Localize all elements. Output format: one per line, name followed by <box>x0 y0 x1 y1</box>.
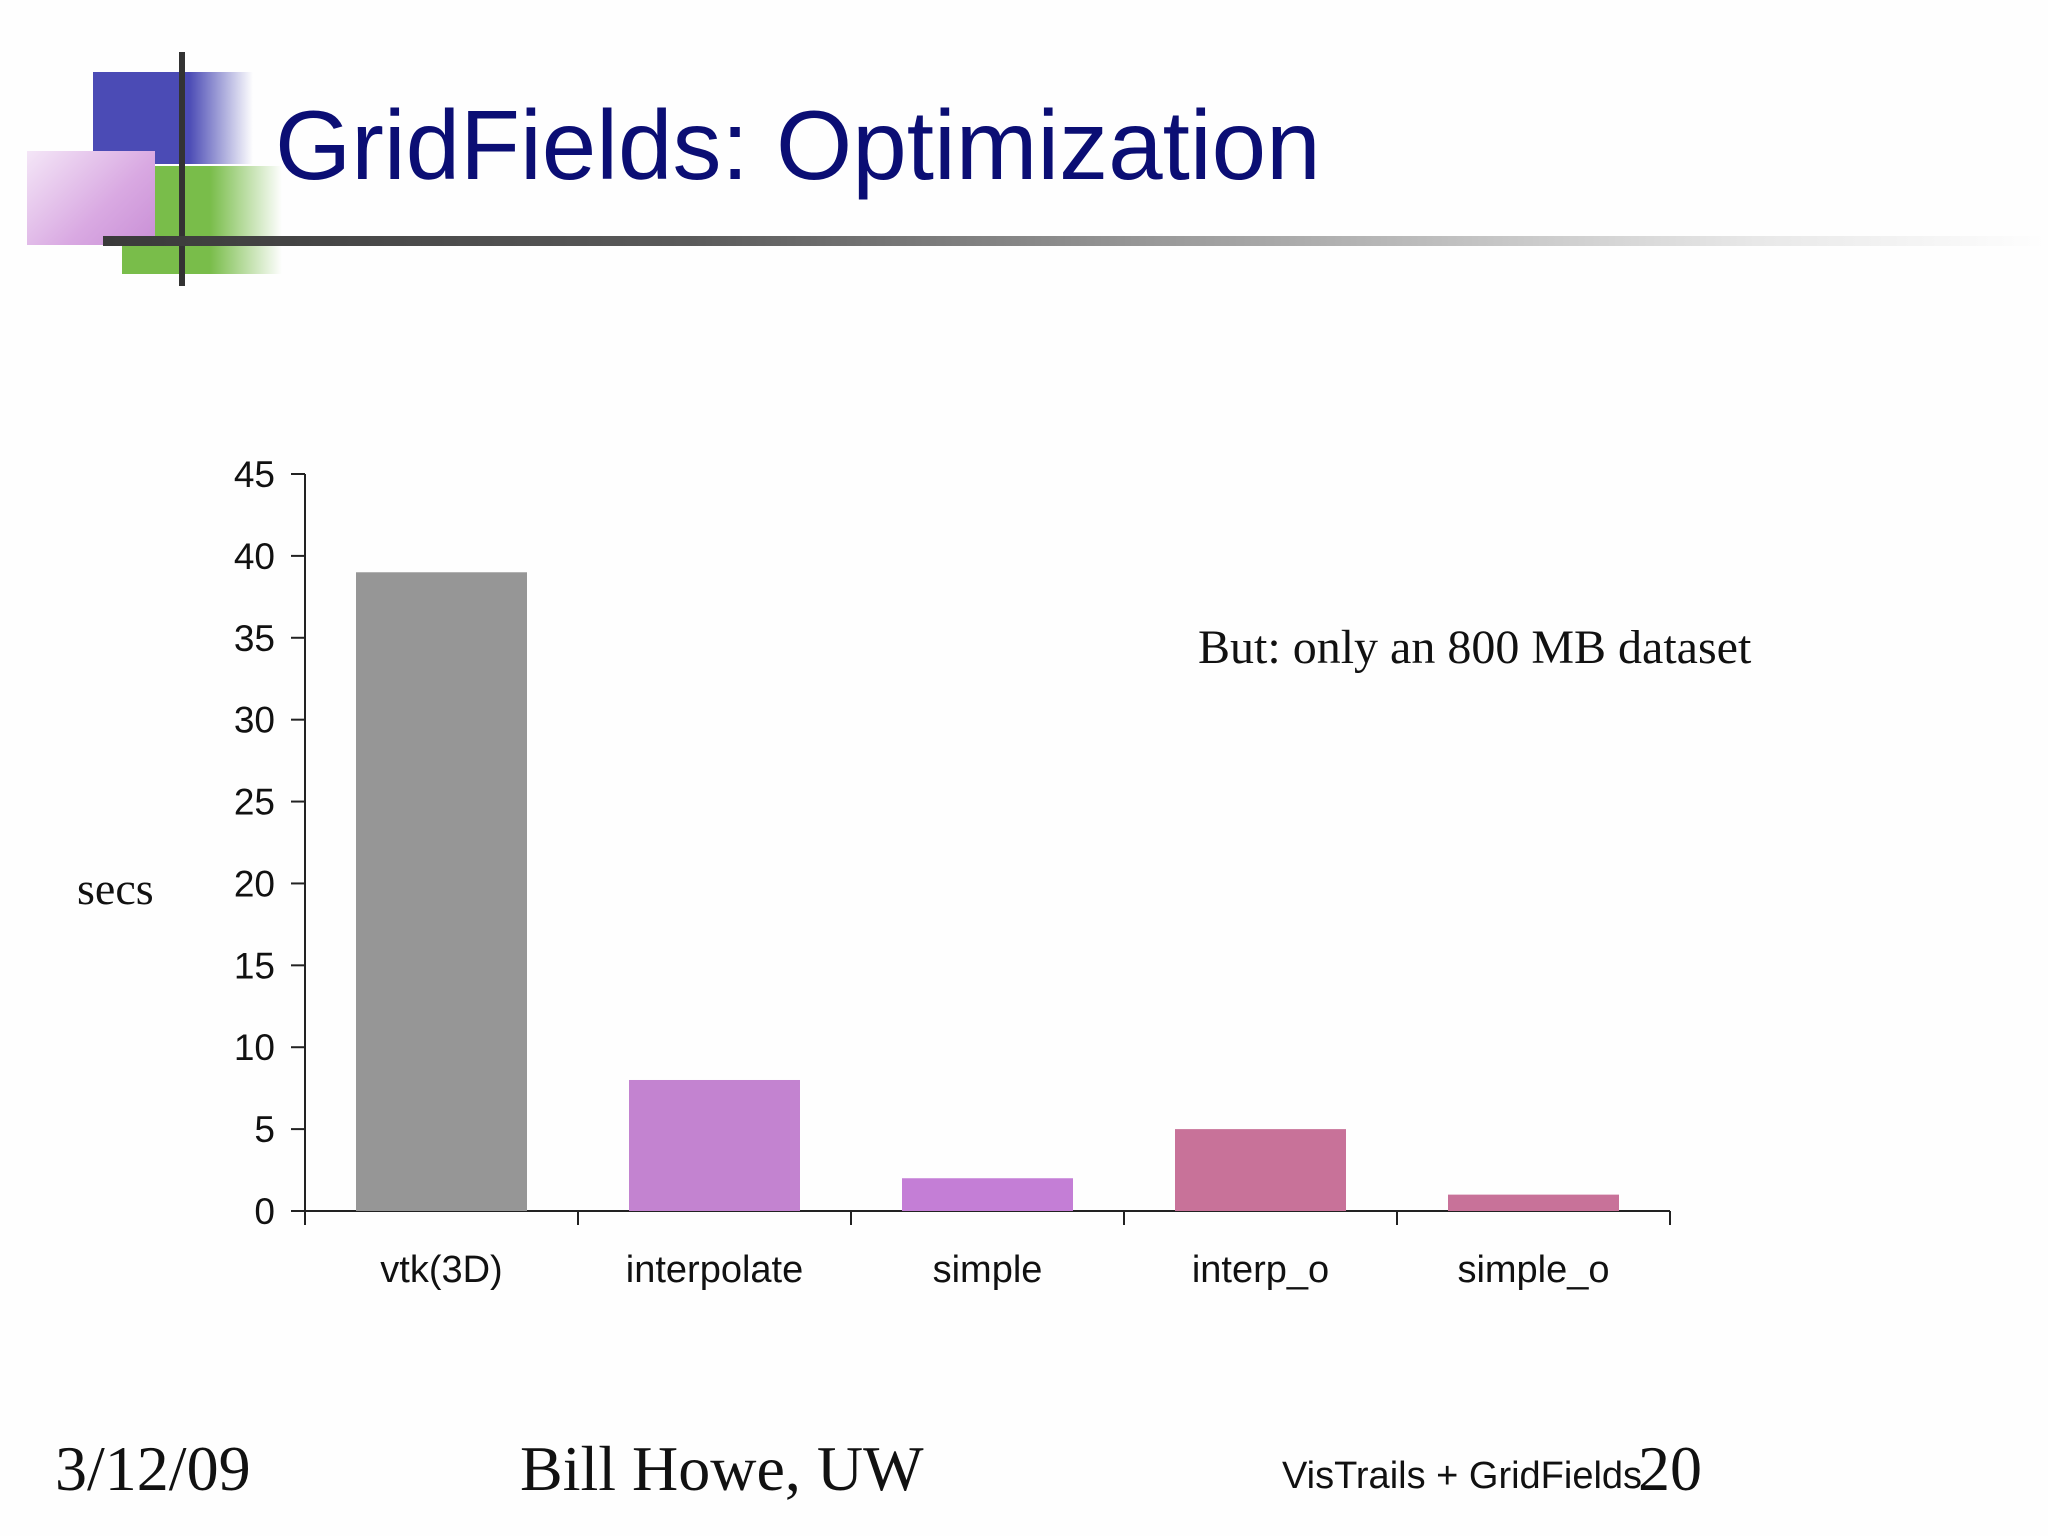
x-tick-label: interp_o <box>1192 1249 1329 1291</box>
deco-vertical-bar <box>179 52 185 286</box>
x-tick-label: simple_o <box>1457 1249 1609 1291</box>
deco-purple-square <box>27 151 155 245</box>
footer-author: Bill Howe, UW <box>520 1433 924 1504</box>
y-tick-label: 10 <box>234 1027 275 1068</box>
x-tick-label: vtk(3D) <box>380 1249 502 1291</box>
slide-title: GridFields: Optimization <box>275 90 1321 200</box>
footer-page-number: 20 <box>1638 1433 1702 1504</box>
bar-interp_o <box>1175 1129 1346 1211</box>
chart-annotation: But: only an 800 MB dataset <box>1198 621 1752 674</box>
deco-blue-square <box>93 72 253 164</box>
y-tick-label: 30 <box>234 700 275 741</box>
y-tick-label: 25 <box>234 782 275 823</box>
x-tick-label: simple <box>933 1249 1043 1291</box>
y-tick-label: 35 <box>234 618 275 659</box>
y-tick-label: 15 <box>234 945 275 986</box>
footer-date: 3/12/09 <box>55 1433 251 1504</box>
bar-interpolate <box>629 1079 800 1211</box>
y-tick-label: 40 <box>234 536 275 577</box>
title-rule <box>103 236 2048 246</box>
y-tick-label: 0 <box>254 1191 275 1232</box>
footer-talk-title: VisTrails + GridFields <box>1282 1455 1643 1497</box>
y-tick-label: 45 <box>234 454 275 495</box>
x-tick-label: interpolate <box>626 1249 803 1291</box>
y-axis-label: secs <box>77 863 154 914</box>
bar-simple <box>902 1178 1073 1211</box>
y-tick-label: 5 <box>254 1109 275 1150</box>
bar-simple_o <box>1448 1194 1619 1211</box>
y-tick-label: 20 <box>234 863 275 904</box>
bar-vtk(3D) <box>356 572 527 1211</box>
